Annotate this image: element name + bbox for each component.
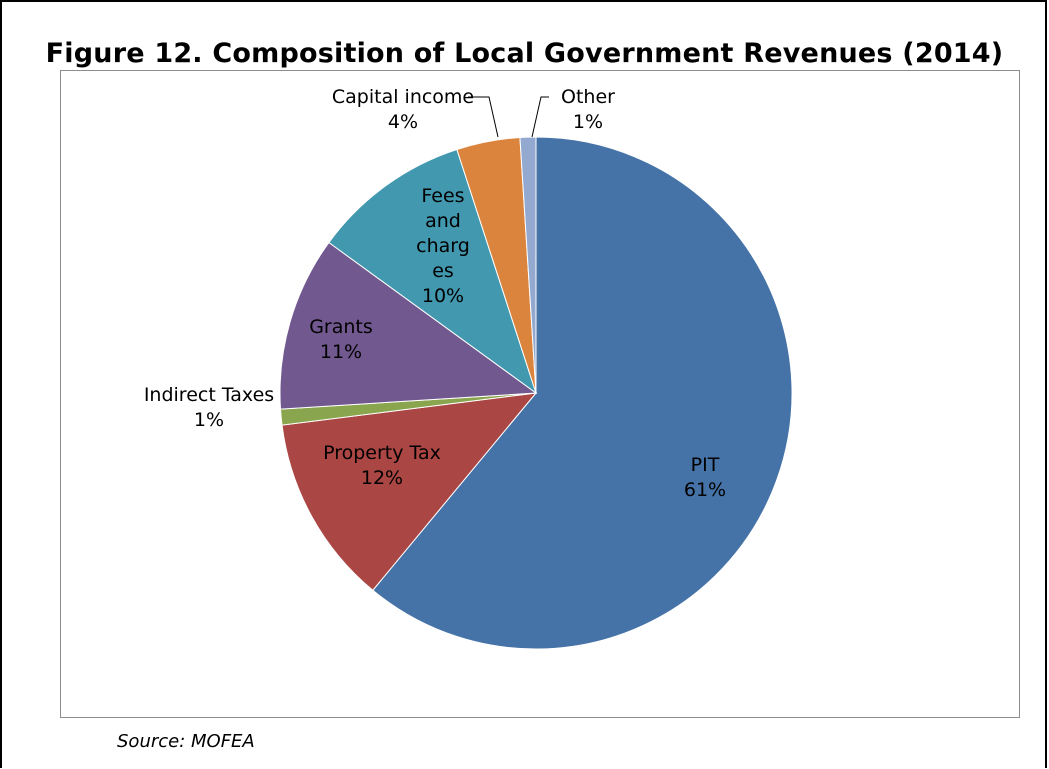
slice-label-fees-and-charges: Fees and charg es 10% <box>416 185 470 307</box>
pie-slice-property-tax <box>281 392 538 591</box>
leader-other <box>531 96 549 138</box>
slice-label-indirect-taxes: Indirect Taxes 1% <box>144 384 274 431</box>
slice-label-other: Other 1% <box>561 86 615 133</box>
chart-title: Figure 12. Composition of Local Governme… <box>45 38 1004 69</box>
pie-slice-fees-and-charges <box>328 148 537 395</box>
pie-chart: PIT 61% Property Tax 12% Indirect Taxes 1% Gra… <box>144 86 793 650</box>
slice-label-grants: Grants 11% <box>309 316 373 363</box>
slice-label-capital-income: Capital income 4% <box>332 86 474 133</box>
slice-label-pit: PIT 61% <box>684 454 726 501</box>
pie-slices <box>279 136 793 650</box>
pie-slice-other <box>519 136 537 394</box>
leader-capital-income <box>468 96 499 138</box>
leader-lines <box>468 96 549 138</box>
pie-slice-pit <box>372 136 793 650</box>
slice-labels: PIT 61% Property Tax 12% Indirect Taxes 1% Gra… <box>144 86 726 501</box>
pie-slice-grants <box>279 241 538 410</box>
slice-label-property-tax: Property Tax 12% <box>323 442 441 489</box>
source-note: Source: MOFEA <box>117 731 255 752</box>
chart-area: PIT 61% Property Tax 12% Indirect Taxes 1% Gra… <box>60 70 1020 718</box>
